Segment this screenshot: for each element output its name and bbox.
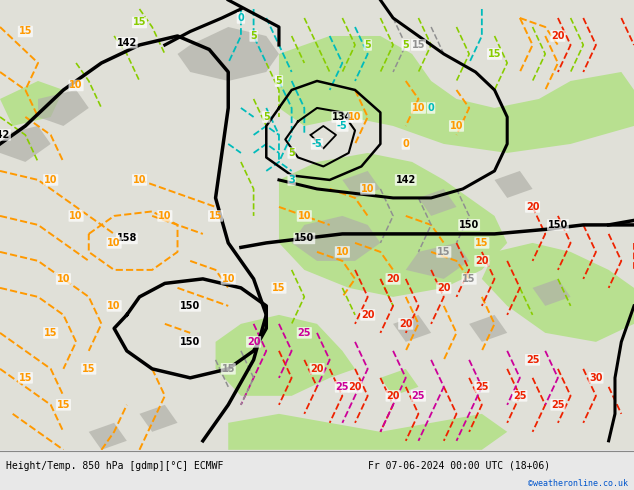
Polygon shape (533, 279, 571, 306)
Polygon shape (469, 315, 507, 342)
Text: Fr 07-06-2024 00:00 UTC (18+06): Fr 07-06-2024 00:00 UTC (18+06) (368, 461, 550, 471)
Polygon shape (279, 36, 634, 153)
Text: 20: 20 (386, 391, 400, 401)
Text: 5: 5 (276, 76, 282, 86)
Text: 15: 15 (488, 49, 501, 59)
Text: 20: 20 (386, 274, 400, 284)
Polygon shape (178, 27, 279, 81)
Text: -5: -5 (312, 139, 322, 149)
Polygon shape (279, 153, 507, 297)
Text: 10: 10 (158, 211, 172, 221)
Text: 15: 15 (272, 283, 286, 293)
Text: 30: 30 (589, 373, 603, 383)
Text: 20: 20 (551, 31, 565, 41)
Polygon shape (406, 243, 469, 279)
Text: 3: 3 (288, 175, 295, 185)
Polygon shape (342, 171, 380, 198)
Text: 25: 25 (297, 328, 311, 338)
Text: 10: 10 (411, 103, 425, 113)
Text: 134: 134 (332, 112, 353, 122)
Polygon shape (317, 351, 355, 378)
Text: 158: 158 (117, 233, 137, 244)
Text: 10: 10 (348, 112, 362, 122)
Text: 5: 5 (403, 40, 409, 50)
Text: 142: 142 (117, 38, 137, 48)
Text: 15: 15 (82, 364, 96, 374)
Text: 0: 0 (238, 13, 244, 23)
Text: 15: 15 (209, 211, 223, 221)
Text: 10: 10 (56, 274, 70, 284)
Text: 10: 10 (221, 274, 235, 284)
Text: 15: 15 (437, 247, 451, 257)
Text: 20: 20 (310, 364, 324, 374)
Text: 25: 25 (526, 355, 540, 365)
Text: 5: 5 (365, 40, 371, 50)
Text: 25: 25 (335, 382, 349, 392)
Polygon shape (89, 423, 127, 450)
Text: 15: 15 (56, 400, 70, 410)
Text: 10: 10 (450, 121, 463, 131)
Text: 150: 150 (548, 220, 568, 230)
Text: 15: 15 (475, 238, 489, 248)
Text: 142: 142 (396, 175, 416, 185)
Text: 10: 10 (69, 80, 83, 91)
Text: 25: 25 (411, 391, 425, 401)
Text: 20: 20 (399, 319, 413, 329)
Text: 10: 10 (133, 175, 146, 185)
Text: 142: 142 (0, 130, 10, 140)
Polygon shape (292, 216, 380, 261)
Text: 10: 10 (361, 184, 375, 194)
Text: 5: 5 (263, 112, 269, 122)
Polygon shape (482, 243, 634, 342)
Text: 25: 25 (551, 400, 565, 410)
Text: 0: 0 (403, 139, 409, 149)
Text: 0: 0 (428, 103, 434, 113)
Text: 10: 10 (107, 301, 121, 311)
Text: 20: 20 (526, 202, 540, 212)
Text: 10: 10 (335, 247, 349, 257)
Text: 15: 15 (18, 26, 32, 36)
Polygon shape (380, 369, 418, 396)
Text: 150: 150 (294, 233, 314, 244)
Text: 10: 10 (69, 211, 83, 221)
Polygon shape (418, 189, 456, 216)
Text: 5: 5 (250, 31, 257, 41)
Text: 150: 150 (459, 220, 479, 230)
Text: 10: 10 (107, 238, 121, 248)
Text: 25: 25 (475, 382, 489, 392)
Text: 15: 15 (462, 274, 476, 284)
Text: 20: 20 (475, 256, 489, 266)
Polygon shape (495, 171, 533, 198)
Text: 150: 150 (180, 337, 200, 347)
Text: Height/Temp. 850 hPa [gdmp][°C] ECMWF: Height/Temp. 850 hPa [gdmp][°C] ECMWF (6, 461, 224, 471)
Text: 20: 20 (348, 382, 362, 392)
Text: -5: -5 (337, 121, 347, 131)
Text: 15: 15 (18, 373, 32, 383)
Polygon shape (228, 414, 507, 450)
Text: 15: 15 (411, 40, 425, 50)
Text: 15: 15 (221, 364, 235, 374)
Polygon shape (393, 315, 431, 342)
Polygon shape (38, 90, 89, 126)
Text: 20: 20 (361, 310, 375, 320)
Text: 150: 150 (180, 301, 200, 311)
Polygon shape (139, 405, 178, 432)
Polygon shape (0, 81, 63, 126)
Text: 15: 15 (133, 18, 146, 27)
Polygon shape (0, 126, 51, 162)
Polygon shape (216, 315, 342, 396)
Text: 10: 10 (297, 211, 311, 221)
Text: 25: 25 (513, 391, 527, 401)
Text: 20: 20 (247, 337, 261, 347)
Text: 15: 15 (44, 328, 58, 338)
Text: 10: 10 (44, 175, 58, 185)
Text: 5: 5 (288, 148, 295, 158)
Text: ©weatheronline.co.uk: ©weatheronline.co.uk (527, 480, 628, 489)
Text: 20: 20 (437, 283, 451, 293)
